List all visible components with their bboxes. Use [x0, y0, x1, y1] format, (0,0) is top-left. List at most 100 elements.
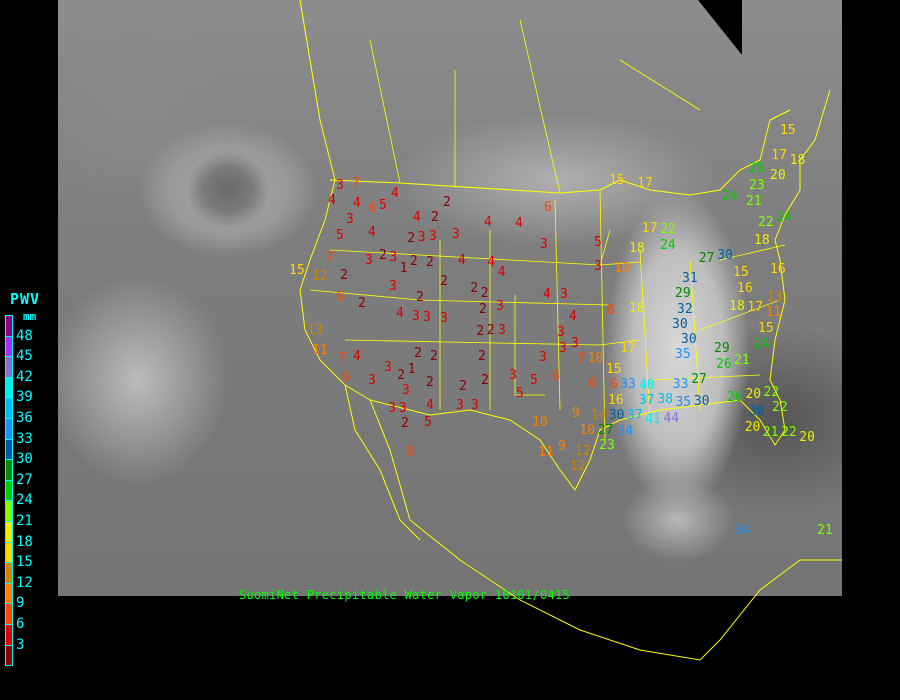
- station-pwv-value: 3: [402, 383, 410, 399]
- legend-label: 15: [16, 554, 33, 571]
- station-pwv-value: 10: [579, 423, 596, 439]
- station-pwv-value: 26: [716, 356, 732, 372]
- station-pwv-value: 20: [745, 386, 762, 402]
- station-pwv-value: 3: [496, 298, 504, 314]
- station-pwv-value: 18: [729, 298, 745, 314]
- legend-unit: mm: [23, 310, 37, 323]
- station-pwv-value: 3: [368, 372, 376, 388]
- station-pwv-value: 3: [389, 278, 397, 294]
- station-pwv-value: 30: [693, 393, 710, 409]
- legend-swatch: [5, 624, 13, 646]
- station-pwv-value: 3: [456, 397, 464, 413]
- station-pwv-value: 1: [399, 260, 408, 276]
- station-pwv-value: 2: [486, 322, 495, 338]
- station-pwv-value: 30: [717, 247, 733, 263]
- station-pwv-value: 15: [758, 320, 774, 336]
- legend-label: 12: [16, 574, 33, 591]
- station-pwv-value: 6: [544, 199, 552, 215]
- gulf-coast: [574, 379, 786, 491]
- station-pwv-value: 15: [609, 172, 625, 188]
- legend-label: 27: [16, 471, 33, 488]
- station-pwv-value: 3: [559, 340, 567, 356]
- station-pwv-value: 13: [766, 290, 783, 306]
- station-pwv-value: 20: [744, 419, 761, 435]
- station-pwv-value: 6: [342, 369, 350, 385]
- station-pwv-value: 15: [780, 122, 796, 138]
- station-pwv-value: 13: [307, 322, 323, 338]
- station-pwv-value: 22: [772, 400, 788, 416]
- station-pwv-value: 3: [452, 226, 460, 242]
- us-canada-border: [329, 109, 791, 196]
- station-pwv-value: 12: [312, 268, 328, 284]
- legend-swatch: [5, 562, 13, 584]
- station-pwv-value: 2: [401, 416, 409, 432]
- legend-label: 39: [16, 389, 33, 406]
- station-pwv-value: 4: [353, 348, 361, 364]
- legend-swatch: [5, 644, 13, 667]
- station-pwv-value: 4: [484, 214, 492, 230]
- legend-swatch: [5, 335, 13, 358]
- station-pwv-value: 17: [641, 220, 658, 236]
- station-pwv-value: 4: [543, 286, 551, 302]
- legend-label: 33: [16, 430, 33, 447]
- canada-province-lines: [299, 0, 701, 194]
- station-pwv-value: 23: [749, 178, 765, 194]
- legend-label: 45: [16, 348, 33, 365]
- station-pwv-value: 3: [384, 359, 392, 375]
- legend-label: 30: [16, 451, 33, 468]
- legend-swatch: [5, 315, 13, 337]
- station-pwv-value: 1: [407, 361, 416, 377]
- station-pwv-value: 17: [747, 299, 763, 315]
- station-pwv-value: 2: [416, 289, 424, 305]
- legend-swatch: [5, 418, 13, 440]
- baja-coast: [344, 384, 421, 541]
- station-pwv-value: 2: [358, 295, 366, 311]
- station-pwv-value: 12: [575, 443, 591, 459]
- station-pwv-value: 7: [577, 351, 586, 367]
- station-pwv-value: 16: [737, 280, 753, 296]
- legend-swatch: [5, 582, 13, 605]
- station-pwv-value: 2: [409, 253, 418, 269]
- station-pwv-value: 3: [557, 325, 565, 341]
- station-pwv-value: 30: [681, 331, 697, 347]
- station-pwv-value: 33: [620, 377, 636, 393]
- station-pwv-value: 4: [353, 196, 361, 212]
- station-pwv-value: 3: [539, 349, 547, 365]
- station-pwv-value: 29: [675, 286, 691, 302]
- station-pwv-value: 24: [660, 237, 676, 253]
- legend-label: 24: [16, 492, 33, 509]
- station-pwv-value: 7: [338, 350, 346, 366]
- station-pwv-value: 14: [590, 407, 607, 423]
- station-pwv-value: 3: [440, 310, 448, 326]
- legend-swatch: [5, 438, 13, 461]
- station-pwv-value: 4: [497, 264, 506, 280]
- station-pwv-value: 3: [540, 236, 548, 252]
- station-pwv-value: 4: [391, 185, 399, 201]
- station-pwv-value: 17: [620, 340, 636, 356]
- station-pwv-value: 8: [607, 302, 615, 318]
- station-pwv-value: 2: [481, 372, 489, 388]
- station-pwv-value: 4: [426, 397, 434, 413]
- station-pwv-value: 2: [476, 323, 485, 339]
- station-pwv-value: 30: [749, 404, 765, 420]
- station-pwv-value: 4: [413, 209, 421, 225]
- mexico-coast: [369, 399, 842, 661]
- station-pwv-value: 23: [599, 438, 615, 454]
- station-pwv-value: 7: [326, 250, 334, 266]
- station-pwv-value: 3: [560, 286, 568, 302]
- station-pwv-value: 3: [412, 308, 420, 324]
- station-pwv-value: 21: [762, 424, 779, 440]
- station-pwv-value: 6: [336, 289, 344, 305]
- station-pwv-value: 27: [691, 371, 707, 387]
- station-pwv-value: 3: [471, 397, 479, 413]
- no-data-region: [698, 0, 742, 55]
- station-pwv-value: 3: [571, 336, 579, 352]
- station-pwv-value: 2: [440, 273, 448, 289]
- station-pwv-value: 2: [426, 374, 434, 390]
- station-pwv-value: 9: [558, 438, 566, 454]
- station-pwv-value: 24: [776, 209, 792, 225]
- station-pwv-value: 3: [388, 400, 397, 416]
- station-pwv-value: 24: [754, 336, 770, 352]
- station-pwv-value: 2: [340, 267, 348, 283]
